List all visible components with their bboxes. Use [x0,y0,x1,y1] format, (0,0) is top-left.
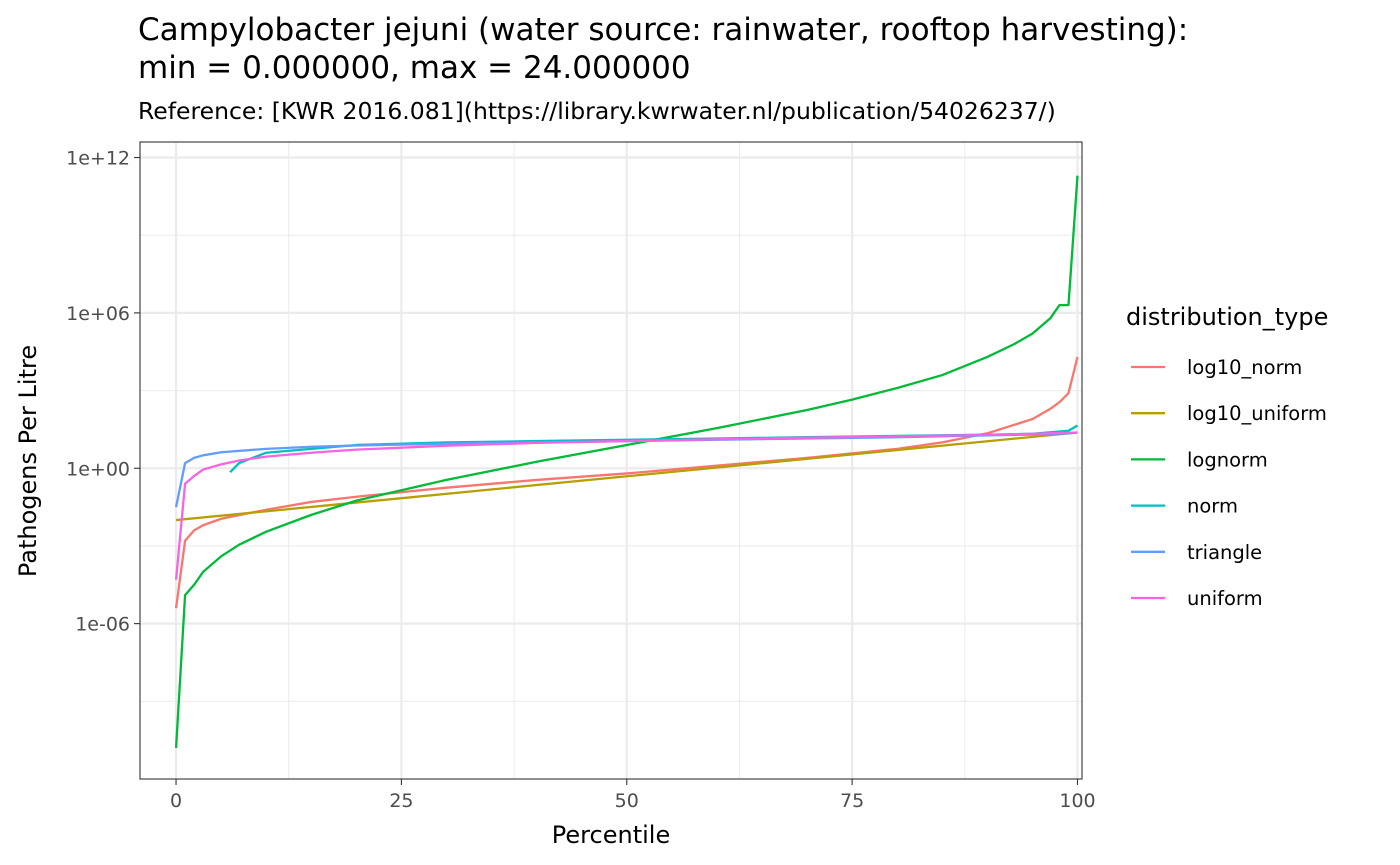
legend-item-log10_uniform: log10_uniform [1131,402,1327,425]
chart-subtitle: Reference: [KWR 2016.081](https://librar… [138,97,1056,125]
legend: distribution_type log10_norm log10_unifor… [1126,303,1328,610]
series-line-log10_norm [174,356,1079,609]
legend-label-norm: norm [1187,495,1238,518]
y-tick-label: 1e+12 [66,148,130,170]
series-layer [174,175,1079,748]
chart-title-line-1: Campylobacter jejuni (water source: rain… [138,12,1188,48]
legend-item-uniform: uniform [1131,587,1263,610]
series-line-uniform [174,431,1078,580]
plot-border [139,141,1083,780]
chart-title-line-2: min = 0.000000, max = 24.000000 [138,50,691,86]
x-tick-label: 100 [1059,790,1095,812]
plot-panel [140,142,1082,779]
grid-layer [140,142,1082,779]
legend-label-triangle: triangle [1187,541,1262,564]
legend-title: distribution_type [1126,303,1328,331]
y-tick-label: 1e-06 [75,614,130,636]
legend-label-uniform: uniform [1187,587,1263,610]
legend-item-log10_norm: log10_norm [1131,356,1302,379]
y-tick-label: 1e+00 [66,458,130,480]
legend-item-triangle: triangle [1131,541,1262,564]
x-axis-title: Percentile [552,821,670,849]
axis-layer: 0 25 50 75 100 1e-06 1e+00 1e+06 1e+12 [66,148,1096,812]
legend-label-lognorm: lognorm [1187,448,1268,471]
series-line-lognorm [174,175,1079,748]
series-line-log10_uniform [175,431,1078,522]
x-tick-label: 75 [840,790,864,812]
legend-item-lognorm: lognorm [1131,448,1268,471]
x-tick-label: 50 [615,790,639,812]
y-axis-title: Pathogens Per Litre [14,345,42,577]
x-tick-label: 0 [170,790,182,812]
legend-item-norm: norm [1131,495,1238,518]
y-tick-label: 1e+06 [66,303,130,325]
x-tick-label: 25 [389,790,413,812]
legend-label-log10_uniform: log10_uniform [1187,402,1327,425]
legend-label-log10_norm: log10_norm [1187,356,1302,379]
